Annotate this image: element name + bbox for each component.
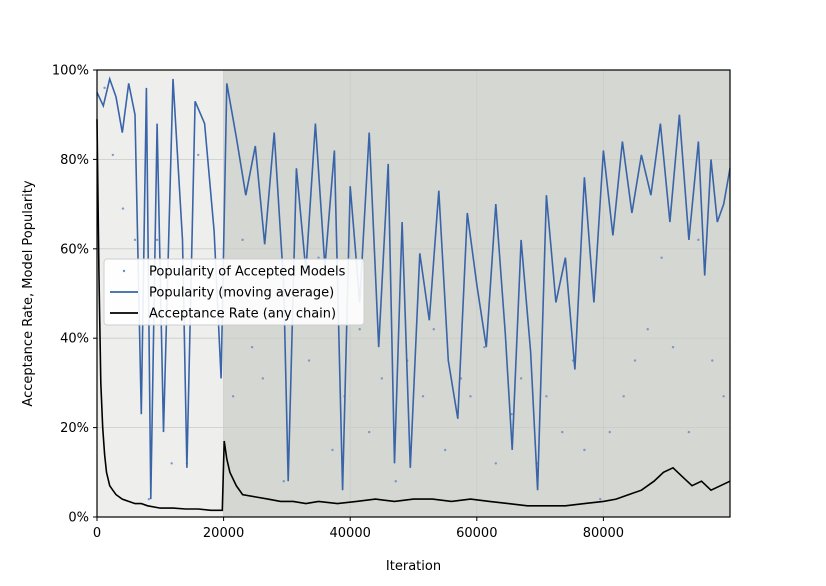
scatter-point <box>170 462 173 465</box>
scatter-point <box>231 395 235 398</box>
scatter-point <box>307 359 311 362</box>
y-tick-label: 20% <box>60 421 89 436</box>
y-tick-label: 80% <box>60 153 89 168</box>
legend: Popularity of Accepted Models Popularity … <box>103 258 365 326</box>
scatter-point <box>622 395 625 398</box>
y-axis: 0% 20% 40% 60% 80% 100% <box>52 64 97 526</box>
scatter-point <box>261 377 265 380</box>
scatter-point <box>394 480 397 483</box>
scatter-point <box>133 238 137 242</box>
scatter-point <box>711 359 714 362</box>
scatter-point <box>671 345 675 349</box>
legend-label: Popularity (moving average) <box>149 286 334 301</box>
scatter-point <box>660 256 663 259</box>
scatter-point <box>599 497 602 501</box>
x-tick-label: 0 <box>93 526 101 541</box>
scatter-point <box>494 462 497 465</box>
scatter-point <box>561 430 564 434</box>
scatter-point <box>519 377 523 380</box>
popularity-moving-average-line <box>96 76 731 500</box>
scatter-point <box>367 430 371 434</box>
scatter-point <box>155 238 159 242</box>
legend-label: Popularity of Accepted Models <box>149 265 346 280</box>
y-tick-label: 0% <box>68 511 89 526</box>
legend-label: Acceptance Rate (any chain) <box>149 307 336 322</box>
scatter-point <box>633 359 637 362</box>
scatter-point <box>358 328 361 331</box>
scatter-point <box>432 328 435 331</box>
scatter-point <box>250 345 254 349</box>
scatter-series <box>103 86 725 501</box>
plot-frame <box>96 69 731 518</box>
x-tick-label: 40000 <box>330 526 371 541</box>
scatter-point <box>282 480 285 483</box>
scatter-point <box>687 430 691 434</box>
scatter-point <box>608 430 611 434</box>
x-tick-label: 20000 <box>203 526 244 541</box>
legend-marker-scatter <box>122 269 126 273</box>
scatter-point <box>241 238 244 242</box>
x-axis-title: Iteration <box>386 559 441 574</box>
y-axis-title: Acceptance Rate, Model Popularity <box>21 180 36 406</box>
scatter-point <box>103 86 106 90</box>
y-tick-label: 60% <box>60 242 89 257</box>
scatter-point <box>421 395 425 398</box>
scatter-point <box>443 448 447 452</box>
y-tick-label: 40% <box>60 332 89 347</box>
x-tick-label: 80000 <box>583 526 624 541</box>
scatter-point <box>317 256 320 259</box>
scatter-point <box>469 395 472 398</box>
acceptance-rate-line <box>96 119 731 512</box>
x-axis: 0 20000 40000 60000 80000 <box>93 517 624 541</box>
scatter-point <box>121 207 125 210</box>
scatter-point <box>111 153 115 157</box>
scatter-point <box>147 497 151 501</box>
x-tick-label: 60000 <box>456 526 497 541</box>
scatter-point <box>483 345 486 349</box>
scatter-point <box>646 328 649 331</box>
legend-box <box>103 258 365 326</box>
scatter-point <box>545 395 548 398</box>
scatter-point <box>197 153 200 157</box>
scatter-point <box>510 412 513 416</box>
y-tick-label: 100% <box>52 64 89 79</box>
scatter-point <box>331 448 334 452</box>
scatter-point <box>722 395 725 398</box>
scatter-point <box>583 448 586 452</box>
scatter-point <box>380 377 384 380</box>
scatter-point <box>697 238 700 242</box>
